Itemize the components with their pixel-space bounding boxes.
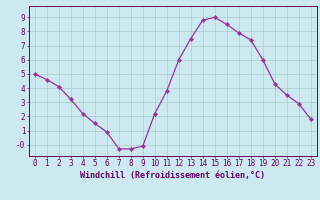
X-axis label: Windchill (Refroidissement éolien,°C): Windchill (Refroidissement éolien,°C) <box>80 171 265 180</box>
